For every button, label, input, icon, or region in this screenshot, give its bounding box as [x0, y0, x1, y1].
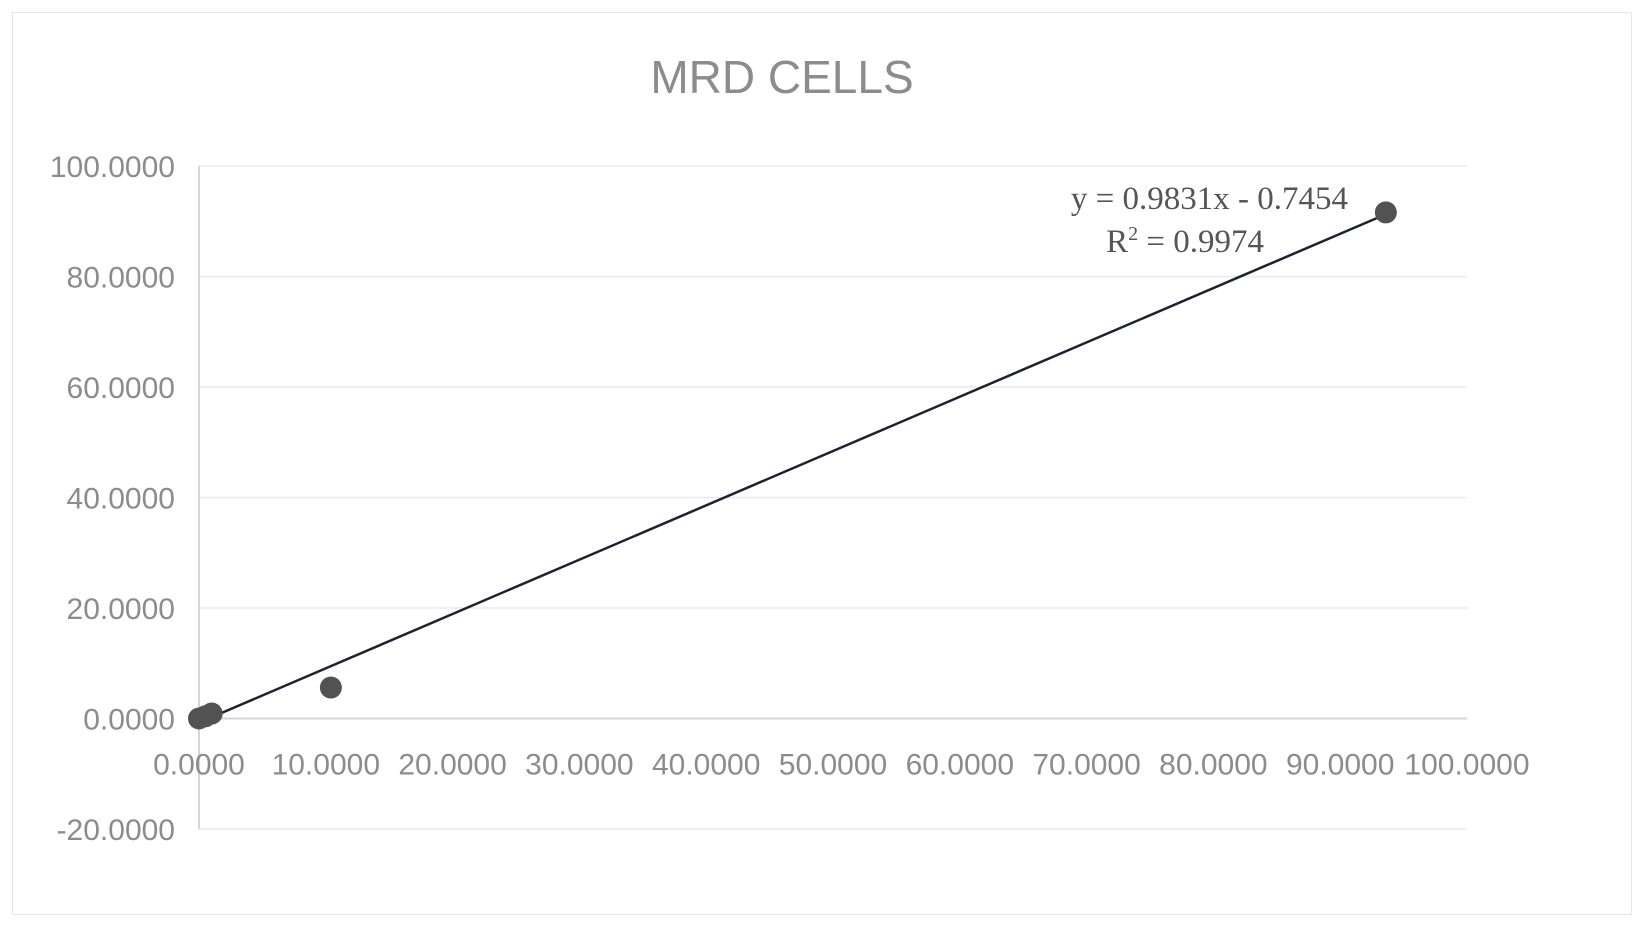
data-points	[188, 201, 1397, 730]
x-tick-label: 90.0000	[1286, 749, 1394, 782]
y-tick-label: 80.0000	[67, 262, 175, 295]
chart-title: MRD CELLS	[650, 51, 913, 103]
data-point	[200, 702, 223, 725]
x-tick-label: 70.0000	[1032, 749, 1140, 782]
y-tick-label: 40.0000	[67, 483, 175, 516]
r-squared-superscript: 2	[1128, 223, 1138, 245]
trendline-layer	[198, 213, 1387, 724]
trendline	[198, 213, 1387, 724]
data-point	[1374, 201, 1397, 224]
y-tick-label: 100.0000	[50, 151, 175, 184]
x-tick-label: 80.0000	[1159, 749, 1267, 782]
x-tick-label: 40.0000	[652, 749, 760, 782]
y-tick-label: -20.0000	[57, 814, 175, 847]
y-tick-label: 20.0000	[67, 593, 175, 626]
x-tick-label: 50.0000	[779, 749, 887, 782]
x-tick-label: 100.0000	[1404, 749, 1529, 782]
trendline-equation-text: y = 0.9831x - 0.7454	[1071, 181, 1348, 217]
r-squared-value: = 0.9974	[1138, 224, 1264, 260]
x-tick-label: 30.0000	[525, 749, 633, 782]
y-axis-tick-labels: -20.0000 0.0000 20.0000 40.0000 60.0000 80.00…	[50, 151, 175, 847]
y-tick-label: 0.0000	[83, 704, 175, 737]
x-tick-label: 60.0000	[906, 749, 1014, 782]
chart-frame	[12, 12, 1632, 915]
x-tick-label: 10.0000	[272, 749, 380, 782]
grid-lines	[198, 165, 1467, 830]
y-tick-label: 60.0000	[67, 372, 175, 405]
x-tick-label: 20.0000	[398, 749, 506, 782]
x-axis-tick-labels: 0.0000 10.0000 20.0000 30.0000 40.0000 50.000…	[153, 749, 1529, 782]
trendline-equation: y = 0.9831x - 0.7454 R2 = 0.9974	[1071, 181, 1348, 260]
x-tick-label: 0.0000	[153, 749, 245, 782]
r-squared-prefix: R	[1106, 224, 1128, 260]
trendline-r-squared: R2 = 0.9974	[1106, 223, 1264, 260]
data-point	[319, 676, 342, 699]
